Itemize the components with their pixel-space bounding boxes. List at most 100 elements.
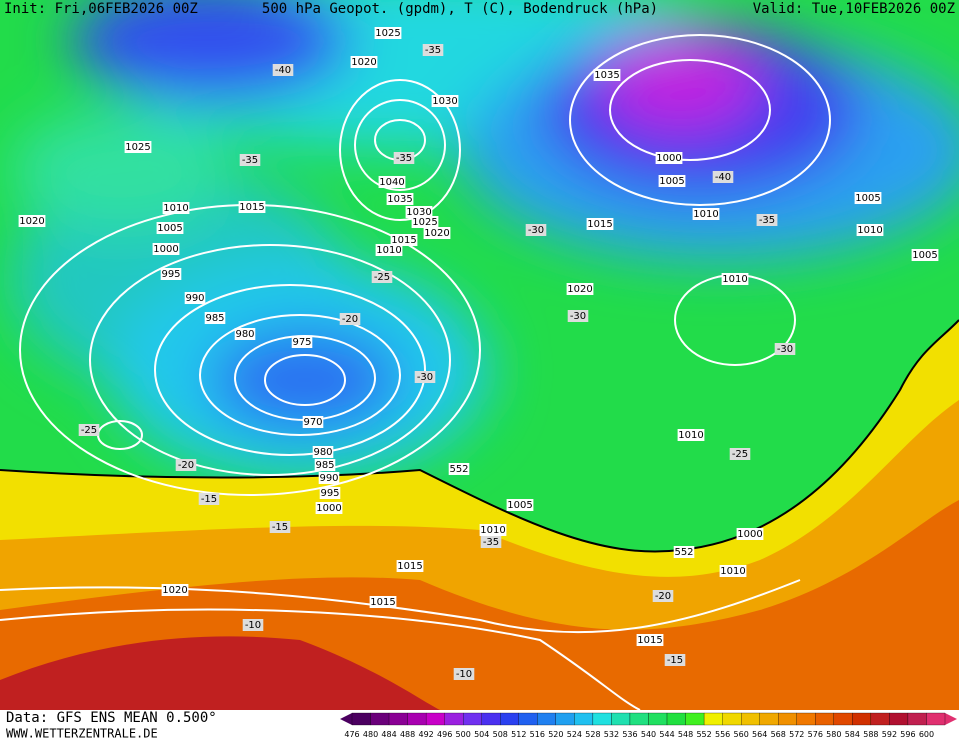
isobar-label: 1010	[376, 245, 401, 256]
temperature-label-box	[712, 171, 734, 183]
temperature-label: -20	[342, 314, 358, 325]
isobar-label: 1030	[432, 96, 457, 107]
colorbar-cell	[444, 712, 464, 726]
colorbar-cell	[778, 712, 797, 726]
isobar-label-box	[405, 206, 433, 218]
isobar-label: 975	[292, 337, 311, 348]
isobar-label-box	[593, 69, 621, 81]
colorbar-cell	[481, 712, 501, 726]
temperature-label: -10	[245, 620, 261, 631]
colorbar-arrow-right	[945, 713, 957, 725]
isobar-label-box	[423, 227, 451, 239]
isobar-label: 1025	[375, 28, 400, 39]
isobar-label-box	[302, 416, 324, 428]
isobar-label: 1010	[678, 430, 703, 441]
colorbar-cell	[555, 712, 575, 726]
isobar-label-box	[396, 560, 424, 572]
colorbar-label: 588	[863, 730, 878, 739]
isobar-label-box	[386, 193, 414, 205]
isobar-label-box	[506, 499, 534, 511]
isobar-label: 970	[303, 417, 322, 428]
isobar-label: 995	[161, 269, 180, 280]
isobar-label-box	[658, 175, 686, 187]
colorbar-cell	[425, 712, 445, 726]
temperature-label-box	[756, 214, 778, 226]
temperature-label: -35	[242, 155, 258, 166]
colorbar-cell	[870, 712, 890, 726]
isobar-label-box	[692, 208, 720, 220]
map-title: 500 hPa Geopot. (gpdm), T (C), Bodendruc…	[262, 1, 658, 17]
colorbar-label: 520	[548, 730, 563, 739]
temperature-label-box	[175, 459, 197, 471]
isobar-label: 1010	[693, 209, 718, 220]
temperature-label-box	[393, 152, 415, 164]
isobar-label: 1015	[391, 235, 416, 246]
isobar-label: 1005	[912, 250, 937, 261]
colorbar-cell	[592, 712, 612, 726]
temperature-label: -25	[374, 272, 390, 283]
temperature-label: -15	[667, 655, 683, 666]
height-label-box	[673, 546, 695, 558]
isobar-label-box	[291, 336, 313, 348]
temperature-label: -15	[272, 522, 288, 533]
temperature-label: -30	[528, 225, 544, 236]
isobar-label-box	[160, 268, 182, 280]
colorbar-label: 516	[530, 730, 545, 739]
isobar-label: 1020	[351, 57, 376, 68]
temperature-label-box	[239, 154, 261, 166]
isobar-label-box	[856, 224, 884, 236]
temperature-label: -30	[777, 344, 793, 355]
isobar-label-box	[390, 234, 418, 246]
isobar-label: 1005	[659, 176, 684, 187]
isobar-label-box	[378, 176, 406, 188]
isobar-label: 1000	[153, 244, 178, 255]
colorbar-label: 544	[659, 730, 674, 739]
isobar-label: 1010	[722, 274, 747, 285]
colorbar-label: 492	[418, 730, 433, 739]
isobar-label: 990	[319, 473, 338, 484]
temperature-label: -25	[81, 425, 97, 436]
colorbar-label: 488	[400, 730, 415, 739]
isobar-label: 985	[315, 460, 334, 471]
temperature-label-box	[198, 493, 220, 505]
isobar-label-box	[319, 487, 341, 499]
isobar-label: 1015	[397, 561, 422, 572]
temperature-label-box	[414, 371, 436, 383]
colorbar-label: 580	[826, 730, 841, 739]
site-name: WWW.WETTERZENTRALE.DE	[6, 727, 158, 741]
isobar-label-box	[315, 502, 343, 514]
colorbar-label: 508	[493, 730, 508, 739]
isobar-label: 1010	[480, 525, 505, 536]
isobar-label-box	[636, 634, 664, 646]
isobar-label-box	[586, 218, 614, 230]
colorbar-cell	[703, 712, 723, 726]
colorbar-label: 480	[363, 730, 378, 739]
isobar-label: 1005	[157, 223, 182, 234]
colorbar-label: 560	[734, 730, 749, 739]
isobar-label: 1015	[370, 597, 395, 608]
isobar-label-box	[736, 528, 764, 540]
temperature-label: -20	[655, 591, 671, 602]
colorbar-cell	[926, 712, 946, 726]
isobar-label: 1015	[239, 202, 264, 213]
colorbar-cell	[666, 712, 686, 726]
isobar-label-box	[854, 192, 882, 204]
colorbar-cell	[388, 712, 408, 726]
temperature-label: -15	[201, 494, 217, 505]
colorbar-cell	[629, 712, 649, 726]
temperature-label: -10	[456, 669, 472, 680]
colorbar-cell	[815, 712, 834, 726]
temperature-label: -40	[275, 65, 291, 76]
valid-time: Valid: Tue,10FEB2026 00Z	[753, 1, 955, 17]
colorbar-label: 484	[381, 730, 396, 739]
colorbar-cell	[796, 712, 816, 726]
isobar-label-box	[479, 524, 507, 536]
isobar-label: 1025	[412, 217, 437, 228]
colorbar-cell	[648, 712, 668, 726]
isobar-label: 1030	[406, 207, 431, 218]
colorbar-label: 536	[622, 730, 637, 739]
colorbar-cell	[351, 712, 371, 726]
isobar-label-box	[314, 459, 336, 471]
isobar-label: 985	[205, 313, 224, 324]
